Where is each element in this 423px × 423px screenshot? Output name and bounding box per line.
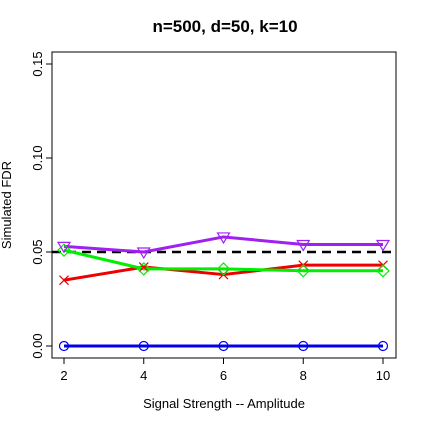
series-line bbox=[63, 235, 383, 254]
x-axis-label: Signal Strength -- Amplitude bbox=[143, 396, 305, 411]
data-point bbox=[138, 340, 149, 352]
series-line bbox=[63, 263, 383, 282]
data-point bbox=[298, 340, 309, 352]
data-point bbox=[218, 340, 229, 352]
data-point bbox=[375, 239, 391, 252]
y-tick-label: 0.15 bbox=[30, 51, 45, 76]
x-tick-label: 2 bbox=[60, 368, 67, 383]
data-point bbox=[376, 263, 390, 278]
plot-frame bbox=[51, 51, 397, 359]
data-point bbox=[377, 340, 389, 352]
y-axis-label: Simulated FDR bbox=[0, 161, 14, 249]
marker-layer bbox=[56, 232, 391, 352]
data-point bbox=[296, 263, 311, 278]
data-point bbox=[58, 340, 70, 352]
data-point bbox=[56, 241, 72, 254]
x-tick-label: 8 bbox=[300, 368, 307, 383]
data-point bbox=[136, 262, 151, 276]
y-tick-label: 0.10 bbox=[30, 145, 45, 170]
chart-title: n=500, d=50, k=10 bbox=[152, 17, 297, 36]
data-point bbox=[296, 239, 311, 252]
data-point bbox=[136, 247, 151, 260]
y-tick-label: 0.00 bbox=[30, 333, 45, 358]
x-tick-label: 4 bbox=[140, 368, 147, 383]
data-point bbox=[57, 243, 71, 257]
axis-layer: 2 4 6 8 10 0.00 0.05 0.10 0.15 bbox=[30, 51, 390, 383]
data-point bbox=[216, 262, 231, 276]
series-layer bbox=[63, 235, 383, 348]
data-point bbox=[216, 232, 231, 245]
data-point bbox=[138, 262, 149, 272]
x-tick-label: 10 bbox=[376, 368, 390, 383]
x-tick-label: 6 bbox=[220, 368, 227, 383]
y-tick-label: 0.05 bbox=[30, 239, 45, 264]
series-line bbox=[63, 248, 383, 273]
data-point bbox=[59, 275, 69, 286]
